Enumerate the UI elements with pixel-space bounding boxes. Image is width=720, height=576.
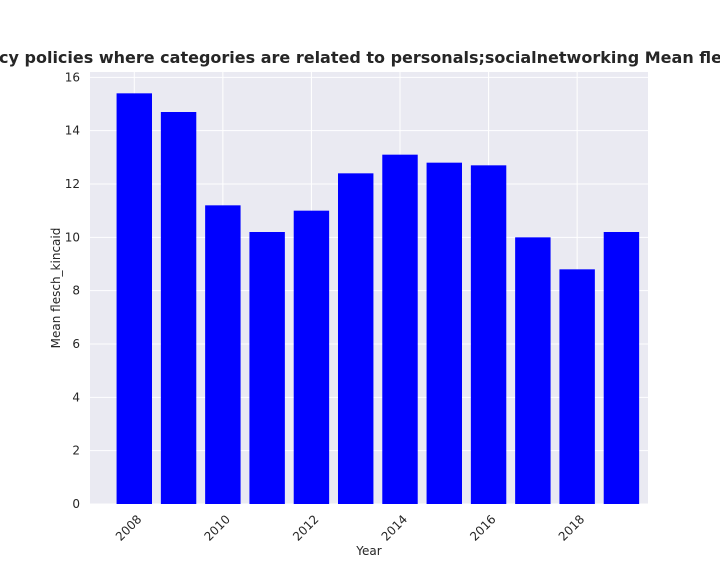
x-tick-label: 2012: [290, 512, 321, 543]
y-tick-label: 6: [72, 337, 80, 351]
y-tick-label: 16: [65, 70, 80, 84]
bar-2019: [603, 232, 640, 504]
bar-2008: [116, 93, 152, 504]
y-axis-label: Mean flesch_kincaid: [49, 228, 63, 349]
bars: [116, 93, 640, 505]
x-tick-label: 2014: [379, 512, 410, 543]
y-tick-label: 14: [65, 124, 80, 138]
x-axis-label: Year: [355, 544, 381, 558]
x-tick-label: 2016: [467, 512, 498, 543]
bar-2012: [293, 210, 330, 504]
bar-2018: [559, 269, 595, 504]
y-tick-label: 4: [72, 390, 80, 404]
bar-2009: [160, 112, 197, 504]
bar-2013: [338, 173, 374, 505]
bar-2014: [382, 154, 418, 504]
bar-2011: [249, 232, 285, 504]
y-tick-label: 0: [72, 497, 80, 511]
bar-2010: [205, 205, 241, 505]
x-axis-ticks: 2008 2010 2012 2014 2016 2018: [113, 512, 587, 543]
chart-title: Mean flesch_kincaid in privacy policies …: [0, 48, 720, 67]
bar-2017: [515, 237, 551, 505]
y-tick-label: 8: [72, 284, 80, 298]
y-axis-ticks: 0 2 4 6 8 10 12 14 16: [65, 70, 80, 511]
y-tick-label: 10: [65, 230, 80, 244]
x-tick-label: 2008: [113, 512, 144, 543]
y-tick-label: 12: [65, 177, 80, 191]
x-tick-label: 2018: [556, 512, 587, 543]
bar-2016: [470, 165, 507, 505]
x-tick-label: 2010: [201, 512, 232, 543]
y-tick-label: 2: [72, 444, 80, 458]
bar-2015: [426, 162, 462, 504]
